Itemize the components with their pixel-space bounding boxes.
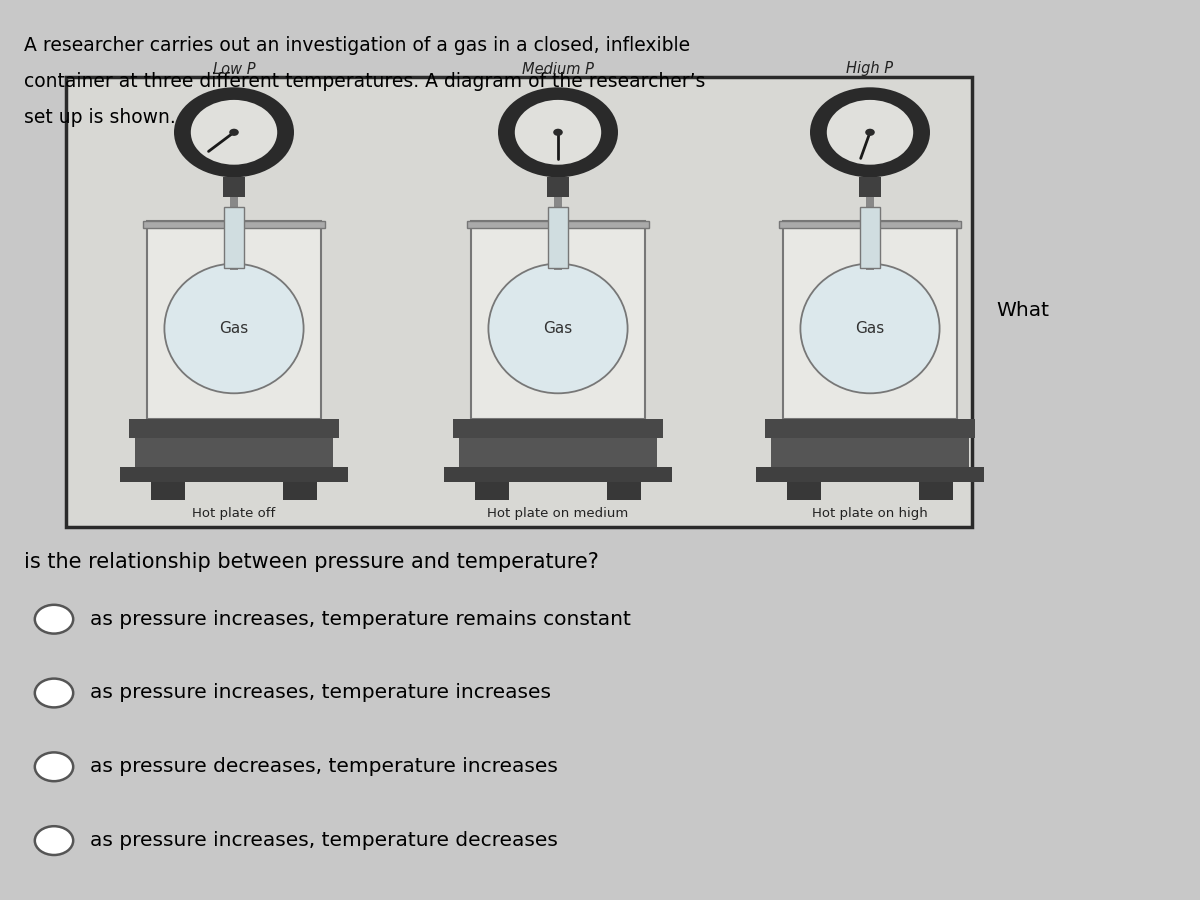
FancyBboxPatch shape <box>859 177 881 197</box>
FancyBboxPatch shape <box>130 418 338 438</box>
Ellipse shape <box>164 264 304 393</box>
FancyBboxPatch shape <box>66 76 972 526</box>
FancyBboxPatch shape <box>554 197 563 270</box>
FancyBboxPatch shape <box>470 220 646 418</box>
Text: High P: High P <box>846 61 894 76</box>
FancyBboxPatch shape <box>772 438 970 467</box>
Circle shape <box>810 87 930 177</box>
Text: is the relationship between pressure and temperature?: is the relationship between pressure and… <box>24 552 599 572</box>
Ellipse shape <box>488 264 628 393</box>
FancyBboxPatch shape <box>148 220 322 418</box>
Text: as pressure decreases, temperature increases: as pressure decreases, temperature incre… <box>90 757 558 777</box>
Text: A researcher carries out an investigation of a gas in a closed, inflexible: A researcher carries out an investigatio… <box>24 36 690 55</box>
FancyBboxPatch shape <box>766 418 974 438</box>
Circle shape <box>553 129 563 136</box>
Circle shape <box>35 752 73 781</box>
Text: as pressure increases, temperature remains constant: as pressure increases, temperature remai… <box>90 609 631 629</box>
Text: container at three different temperatures. A diagram of the researcher’s: container at three different temperature… <box>24 72 706 91</box>
FancyBboxPatch shape <box>223 177 245 197</box>
FancyBboxPatch shape <box>458 438 658 467</box>
Text: Gas: Gas <box>856 321 884 336</box>
Text: Hot plate on high: Hot plate on high <box>812 507 928 519</box>
Text: Hot plate off: Hot plate off <box>192 507 276 519</box>
FancyBboxPatch shape <box>224 207 244 268</box>
FancyBboxPatch shape <box>454 418 662 438</box>
Text: Hot plate on medium: Hot plate on medium <box>487 507 629 519</box>
FancyBboxPatch shape <box>780 220 961 228</box>
Text: set up is shown.: set up is shown. <box>24 108 175 127</box>
FancyBboxPatch shape <box>784 220 958 418</box>
FancyBboxPatch shape <box>756 467 984 482</box>
Text: Medium P: Medium P <box>522 61 594 76</box>
FancyBboxPatch shape <box>144 220 324 228</box>
Circle shape <box>35 605 73 634</box>
FancyBboxPatch shape <box>607 482 641 500</box>
FancyBboxPatch shape <box>230 197 239 270</box>
FancyBboxPatch shape <box>919 482 953 500</box>
Text: Gas: Gas <box>544 321 572 336</box>
FancyBboxPatch shape <box>475 482 509 500</box>
Circle shape <box>229 129 239 136</box>
Circle shape <box>191 100 277 165</box>
Text: Low P: Low P <box>212 61 256 76</box>
FancyBboxPatch shape <box>444 467 672 482</box>
Circle shape <box>35 679 73 707</box>
Circle shape <box>827 100 913 165</box>
Text: Gas: Gas <box>220 321 248 336</box>
FancyBboxPatch shape <box>283 482 317 500</box>
Text: What: What <box>996 301 1049 320</box>
Circle shape <box>174 87 294 177</box>
FancyBboxPatch shape <box>547 177 569 197</box>
Circle shape <box>35 826 73 855</box>
Circle shape <box>865 129 875 136</box>
Circle shape <box>498 87 618 177</box>
FancyBboxPatch shape <box>120 467 348 482</box>
Text: as pressure increases, temperature decreases: as pressure increases, temperature decre… <box>90 831 558 850</box>
Ellipse shape <box>800 264 940 393</box>
FancyBboxPatch shape <box>468 220 649 228</box>
Circle shape <box>515 100 601 165</box>
FancyBboxPatch shape <box>860 207 880 268</box>
Text: as pressure increases, temperature increases: as pressure increases, temperature incre… <box>90 683 551 703</box>
FancyBboxPatch shape <box>866 197 874 270</box>
FancyBboxPatch shape <box>548 207 568 268</box>
FancyBboxPatch shape <box>151 482 185 500</box>
FancyBboxPatch shape <box>787 482 821 500</box>
FancyBboxPatch shape <box>134 438 334 467</box>
